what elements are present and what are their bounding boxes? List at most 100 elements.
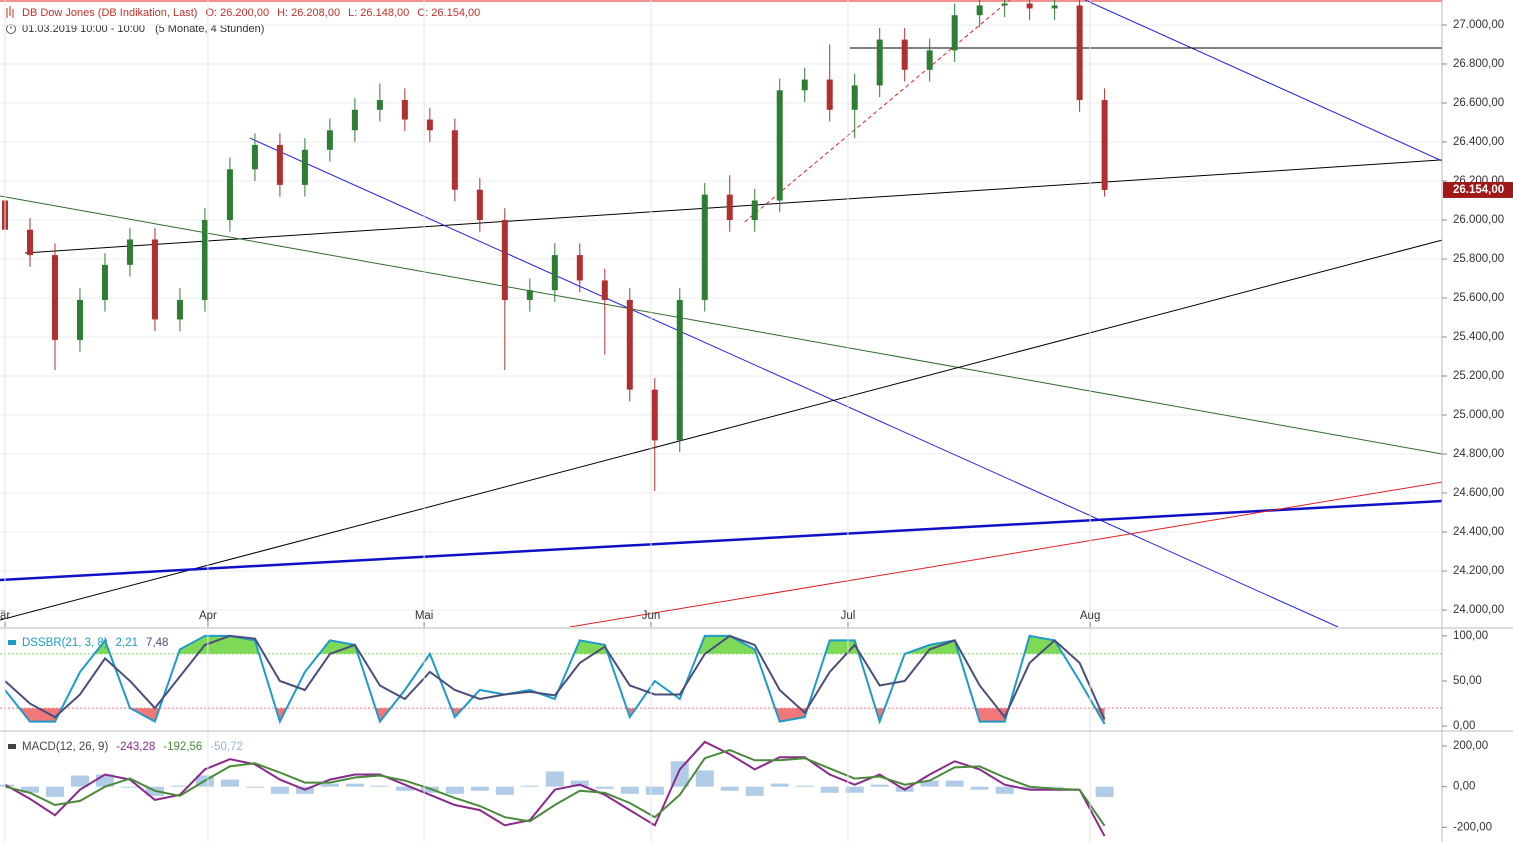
- y-tick-label: 50,00: [1453, 675, 1482, 687]
- histogram-bar: [970, 786, 989, 790]
- y-tick-label: 26.600,00: [1453, 97, 1504, 109]
- y-tick-label: 26.400,00: [1453, 136, 1504, 148]
- candle-body: [526, 290, 533, 300]
- legend-value: -192,56: [163, 741, 202, 753]
- candle-body: [226, 169, 233, 220]
- y-tick-label: 25.600,00: [1453, 292, 1504, 304]
- panel: [0, 740, 1114, 837]
- histogram-bar: [795, 785, 814, 787]
- y-tick-label: 24.600,00: [1453, 487, 1504, 499]
- y-tick-label: 27.000,00: [1453, 19, 1504, 31]
- histogram-bar: [245, 786, 264, 788]
- candle-body: [651, 389, 658, 441]
- candle-body: [976, 5, 983, 16]
- oscillator-line: [4, 634, 1106, 720]
- candle-body: [326, 130, 333, 150]
- candle-body: [926, 50, 933, 70]
- candle-body: [1101, 100, 1108, 190]
- x-tick-label: Jun: [642, 610, 661, 622]
- y-tick-label: 25.200,00: [1453, 370, 1504, 382]
- y-tick-label: 24.400,00: [1453, 526, 1504, 538]
- y-tick-label: 25.400,00: [1453, 331, 1504, 343]
- x-tick-label: Jul: [841, 610, 856, 622]
- candle-body: [126, 239, 133, 265]
- trendline: [24, 159, 1442, 254]
- macd-line: [4, 749, 1106, 827]
- candle-body: [276, 144, 283, 185]
- trendline: [1084, 0, 1442, 162]
- open-value: O: 26.200,00: [205, 7, 269, 19]
- candle-body: [1051, 5, 1058, 9]
- y-tick-label: 24.800,00: [1453, 448, 1504, 460]
- header-line: DB Dow Jones (DB Indikation, Last) O: 26.…: [22, 7, 480, 19]
- candle-body: [301, 149, 308, 185]
- y-tick-label: 0,00: [1453, 781, 1475, 793]
- candle-body: [676, 299, 683, 441]
- legend-title: DSSBR(21, 3, 8): [22, 637, 108, 649]
- candle-body: [76, 299, 83, 340]
- candle-body: [701, 194, 708, 300]
- histogram-bar: [20, 786, 39, 793]
- candle-body: [626, 299, 633, 390]
- histogram-bar: [1020, 786, 1039, 790]
- x-tick-label: är: [0, 610, 10, 622]
- histogram-bar: [220, 779, 239, 787]
- histogram-bar: [570, 780, 589, 787]
- y-tick-label: 26.000,00: [1453, 214, 1504, 226]
- candle-body: [551, 255, 558, 291]
- histogram-bar: [870, 784, 889, 787]
- instrument-title: DB Dow Jones (DB Indikation, Last): [22, 7, 197, 19]
- candle-body: [401, 100, 408, 120]
- trendline: [744, 0, 1010, 223]
- legend-value: 7,48: [146, 637, 168, 649]
- histogram-bar: [45, 786, 64, 797]
- candle-body: [376, 100, 383, 110]
- histogram-bar: [345, 783, 364, 787]
- candle-body: [351, 109, 358, 131]
- high-value: H: 26.208,00: [277, 7, 340, 19]
- panel: [0, 0, 1442, 627]
- candle-body: [451, 130, 458, 190]
- y-tick-label: 24.000,00: [1453, 604, 1504, 616]
- histogram-bar: [370, 785, 389, 787]
- candle-body: [426, 119, 433, 131]
- panel: [0, 634, 1442, 725]
- histogram-bar: [395, 786, 414, 791]
- range: (5 Monate, 4 Stunden): [155, 23, 264, 35]
- histogram-bar: [545, 771, 564, 787]
- histogram-bar: [595, 786, 614, 789]
- histogram-bar: [70, 775, 89, 787]
- candle-body: [851, 85, 858, 110]
- candle-body: [101, 264, 108, 300]
- trendline: [0, 499, 1442, 582]
- oversold-fill: [19, 708, 1105, 725]
- close-value: C: 26.154,00: [417, 7, 480, 19]
- trendline: [249, 137, 1339, 627]
- y-tick-label: 100,00: [1453, 630, 1488, 642]
- y-tick-label: 25.800,00: [1453, 253, 1504, 265]
- candle-body: [251, 144, 258, 170]
- histogram-bar: [745, 786, 764, 796]
- y-tick-label: 24.200,00: [1453, 565, 1504, 577]
- oscillator-line: [4, 634, 1106, 725]
- last-price-label: 26.154,00: [1453, 184, 1504, 196]
- histogram-bar: [695, 770, 714, 787]
- candle-body: [26, 229, 33, 256]
- legend-value: -50,72: [210, 741, 243, 753]
- histogram-bar: [520, 785, 539, 787]
- histogram-bar: [270, 786, 289, 794]
- histogram-bar: [470, 786, 489, 791]
- histogram-bar: [945, 780, 964, 787]
- trendline: [569, 481, 1442, 627]
- histogram-bar: [120, 786, 139, 788]
- candle-body: [776, 90, 783, 201]
- histogram-bar: [620, 786, 639, 794]
- legend: MACD(12, 26, 9) -243,28 -192,56 -50,72: [22, 741, 243, 753]
- y-tick-label: 26.800,00: [1453, 58, 1504, 70]
- x-tick-label: Aug: [1080, 610, 1100, 622]
- histogram-bar: [920, 780, 939, 787]
- last-price-box: [1443, 181, 1513, 198]
- y-tick-label: -200,00: [1453, 821, 1492, 833]
- histogram-bar: [995, 786, 1014, 794]
